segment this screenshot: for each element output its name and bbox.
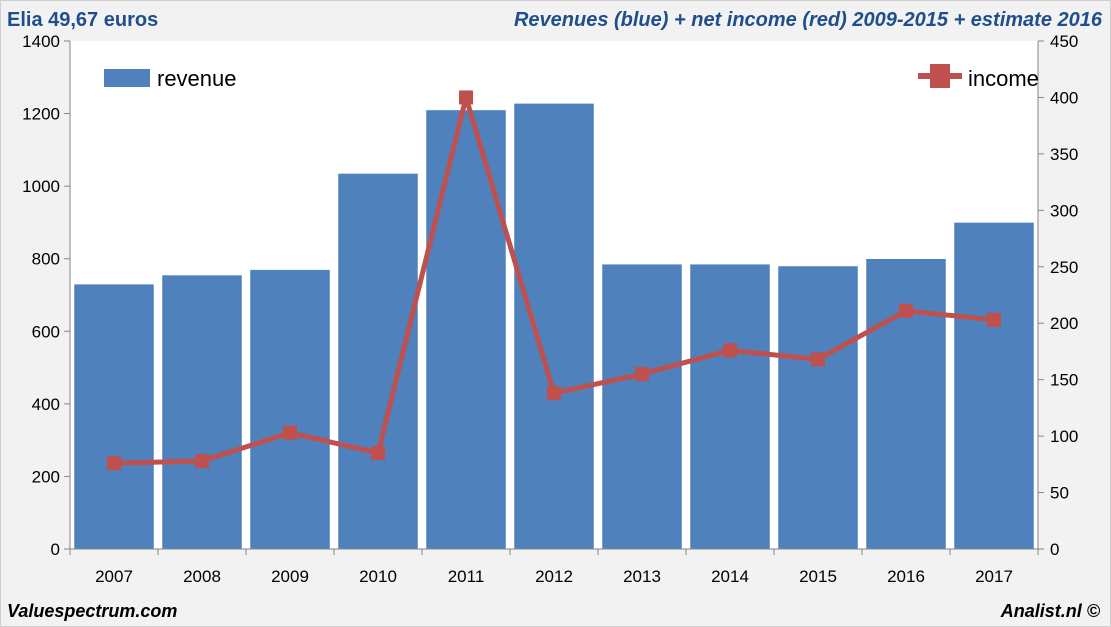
footer-source-right: Analist.nl © [1000,601,1100,621]
x-tick-label: 2014 [711,567,749,586]
y-left-tick-label: 600 [32,322,60,341]
x-tick-label: 2015 [799,567,837,586]
y-left-tick-label: 800 [32,250,60,269]
point-income-2010 [371,446,385,461]
y-right-tick-label: 400 [1050,88,1078,107]
bar-revenue-2017 [953,222,1035,550]
y-right-tick-label: 350 [1050,145,1078,164]
chart-title-right: Revenues (blue) + net income (red) 2009-… [513,9,1102,31]
y-right-tick-label: 450 [1050,32,1078,51]
y-right-tick-label: 100 [1050,427,1078,446]
point-income-2008 [195,453,209,468]
y-right-tick-label: 0 [1050,540,1059,559]
x-tick-label: 2009 [271,567,309,586]
point-income-2014 [723,343,737,358]
legend-revenue-swatch [104,69,150,87]
y-left-tick-label: 400 [32,395,60,414]
bar-revenue-2007 [73,283,155,550]
legend-income-marker [930,64,950,88]
bar-revenue-2011 [425,109,507,550]
point-income-2011 [459,90,473,105]
footer-source-left: Valuespectrum.com [7,601,178,621]
bar-revenue-2008 [161,274,243,550]
y-left-tick-label: 1200 [22,105,60,124]
x-tick-label: 2013 [623,567,661,586]
y-left-tick-label: 0 [51,540,60,559]
point-income-2007 [107,456,121,471]
y-right-tick-label: 50 [1050,484,1069,503]
x-tick-label: 2016 [887,567,925,586]
y-left-tick-label: 200 [32,467,60,486]
legend-revenue-label: revenue [157,66,237,91]
bar-revenue-2012 [513,103,595,550]
y-right-tick-label: 250 [1050,258,1078,277]
point-income-2015 [811,352,825,367]
bar-revenue-2010 [337,173,419,550]
bar-revenue-2014 [689,263,771,550]
legend-income-label: income [968,66,1039,91]
x-tick-label: 2012 [535,567,573,586]
y-left-tick-label: 1000 [22,177,60,196]
x-tick-label: 2010 [359,567,397,586]
point-income-2009 [283,425,297,440]
y-left-tick-label: 1400 [22,32,60,51]
x-tick-label: 2008 [183,567,221,586]
x-tick-label: 2007 [95,567,133,586]
y-right-tick-label: 300 [1050,201,1078,220]
bar-revenue-2016 [865,258,947,550]
point-income-2013 [635,367,649,382]
y-right-tick-label: 200 [1050,314,1078,333]
y-right-tick-label: 150 [1050,371,1078,390]
point-income-2012 [547,386,561,401]
point-income-2016 [899,303,913,318]
bar-revenue-2013 [601,263,683,550]
x-tick-label: 2011 [448,567,485,586]
chart-title-left: Elia 49,67 euros [7,9,159,31]
point-income-2017 [987,312,1001,327]
bar-revenue-2009 [249,269,331,550]
x-tick-label: 2017 [975,567,1013,586]
bar-revenue-2015 [777,265,859,550]
